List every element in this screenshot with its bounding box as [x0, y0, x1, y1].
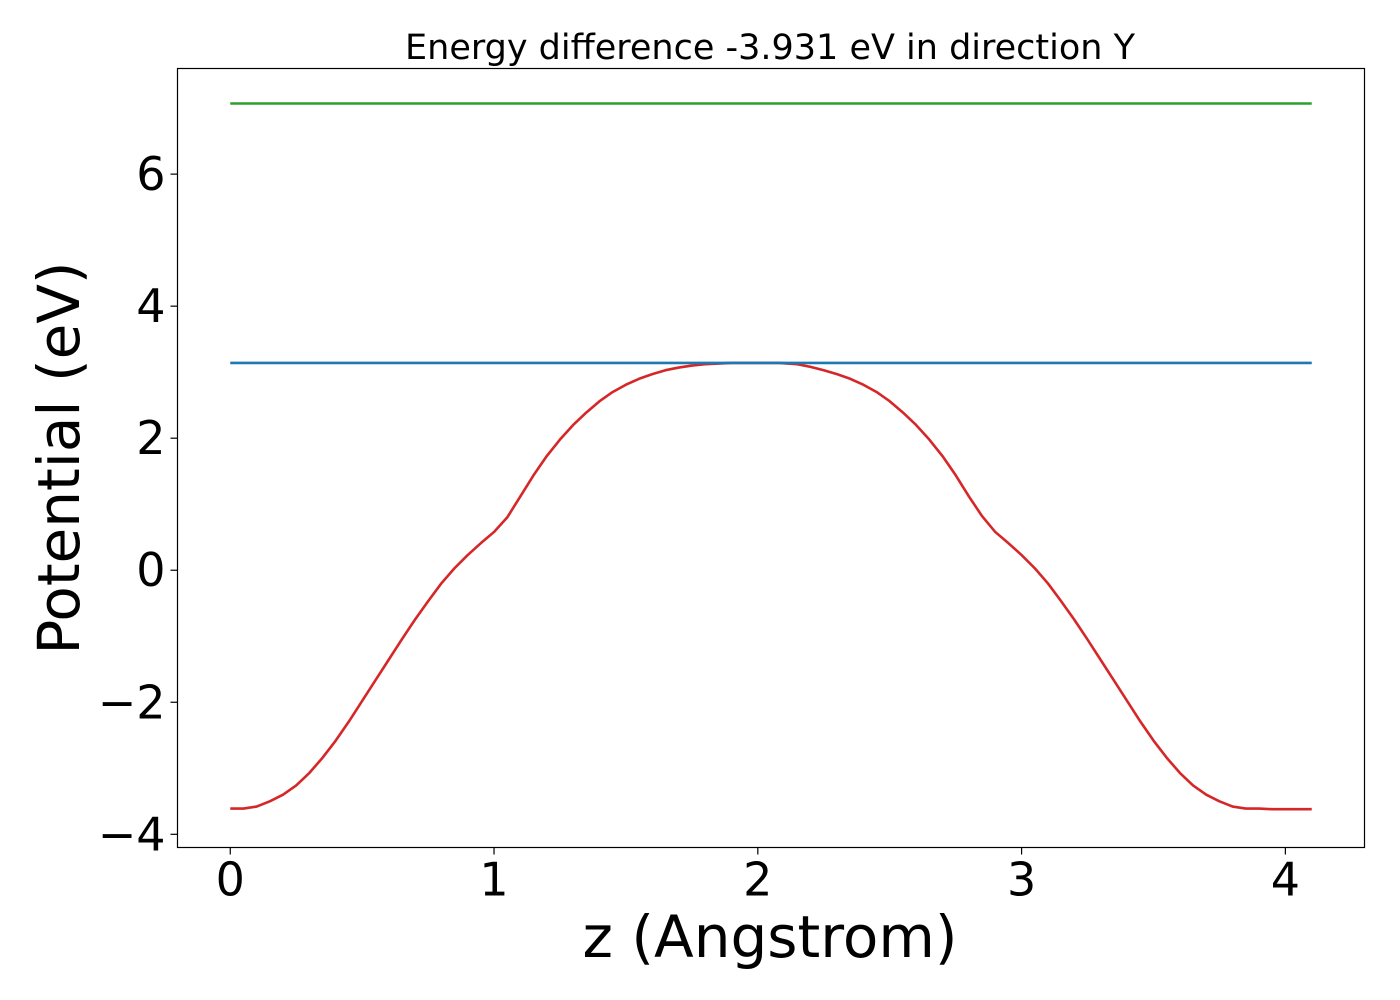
x-axis-ticks: 0 1 2 3 4 [216, 847, 1300, 907]
y-tick-label: 2 [136, 411, 165, 465]
y-axis-label: Potential (eV) [25, 261, 93, 654]
x-tick-label: 3 [1007, 853, 1036, 907]
x-tick-label: 0 [216, 853, 245, 907]
x-tick-label: 2 [743, 853, 772, 907]
y-tick-label: 6 [136, 147, 165, 201]
y-tick-label: −2 [98, 675, 166, 729]
x-axis-label: z (Angstrom) [583, 903, 958, 971]
y-tick-label: −4 [98, 807, 166, 861]
series-layer [230, 102, 1312, 811]
y-tick-label: 0 [136, 543, 165, 597]
chart-title: Energy difference -3.931 eV in direction… [405, 28, 1136, 68]
plot-frame [176, 67, 1366, 849]
y-axis-ticks: −4 −2 0 2 4 6 [98, 147, 178, 861]
x-tick-label: 4 [1271, 853, 1300, 907]
y-tick-label: 4 [136, 279, 165, 333]
x-tick-label: 1 [479, 853, 508, 907]
